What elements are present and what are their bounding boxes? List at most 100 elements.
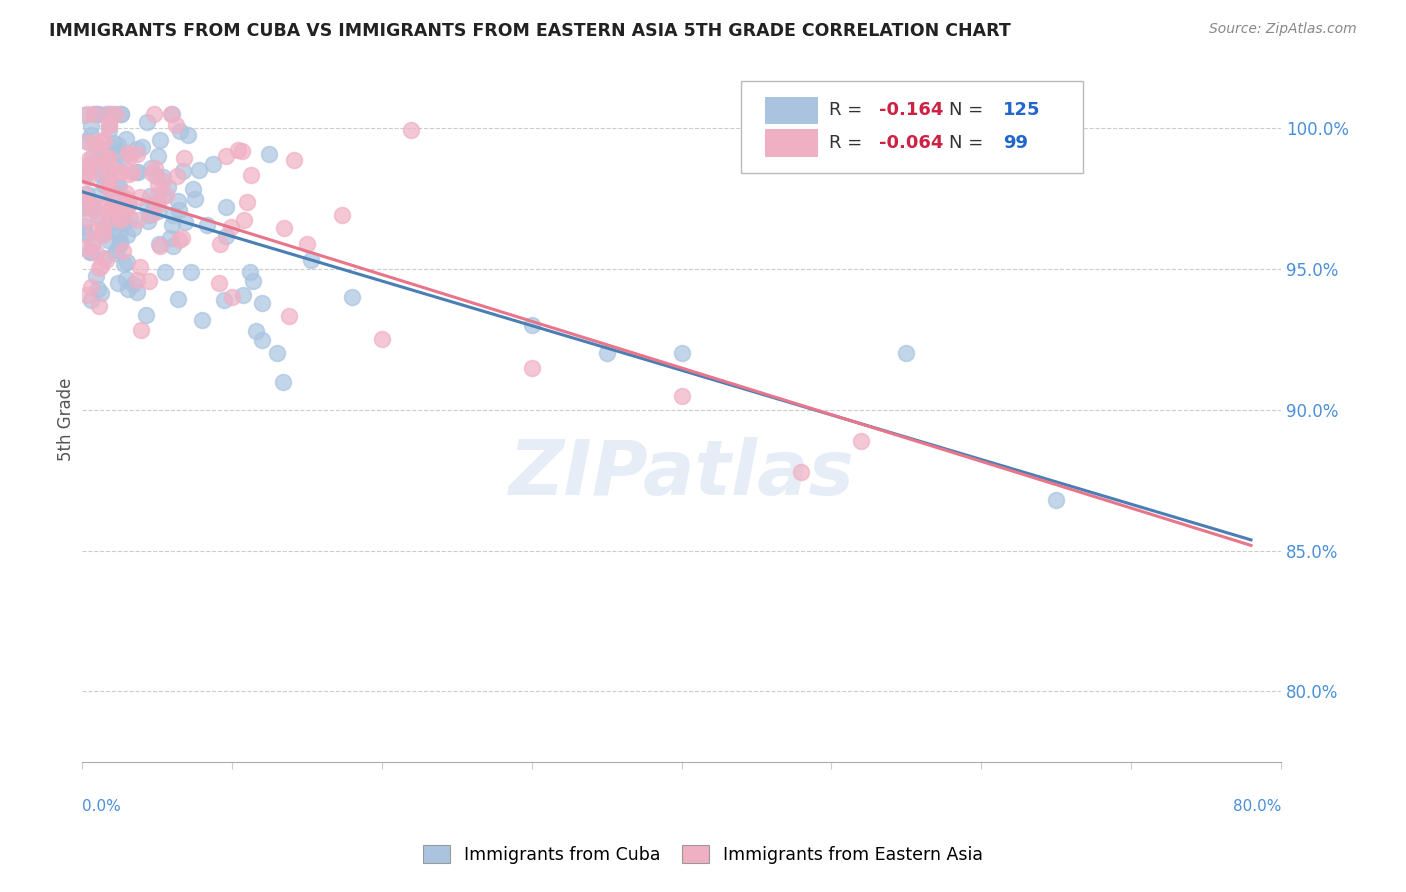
Point: [226, 144, 249, 158]
Point: [75, 211, 97, 225]
Point: [127, 142, 149, 156]
Point: [155, 188, 177, 202]
Point: [103, 107, 125, 121]
Point: [212, 293, 235, 307]
Point: [72, 202, 94, 216]
Point: [187, 162, 209, 177]
Legend: Immigrants from Cuba, Immigrants from Eastern Asia: Immigrants from Cuba, Immigrants from Ea…: [413, 837, 993, 872]
Point: [75, 195, 97, 210]
FancyBboxPatch shape: [765, 96, 818, 124]
Point: [142, 107, 165, 121]
Point: [83, 107, 105, 121]
Text: N =: N =: [949, 102, 988, 120]
Point: [86, 163, 108, 178]
Point: [127, 147, 149, 161]
Point: [115, 255, 138, 269]
Point: [166, 194, 188, 209]
Point: [273, 221, 295, 235]
Point: [239, 265, 262, 279]
Point: [112, 150, 135, 164]
Point: [76, 186, 98, 201]
Point: [108, 225, 131, 239]
Point: [160, 107, 183, 121]
Point: [83, 107, 105, 121]
Point: [79, 245, 101, 260]
Point: [80, 293, 103, 307]
Point: [250, 333, 273, 347]
Point: [107, 276, 129, 290]
Point: [125, 285, 148, 299]
Point: [118, 149, 141, 163]
Point: [129, 190, 152, 204]
Point: [75, 225, 97, 239]
Point: [107, 180, 129, 194]
Point: [89, 300, 111, 314]
Point: [125, 165, 148, 179]
Point: [118, 195, 141, 210]
Point: [118, 167, 141, 181]
Point: [135, 201, 157, 215]
Point: [149, 133, 172, 147]
Point: [145, 169, 167, 183]
Point: [143, 161, 166, 176]
Point: [93, 133, 115, 147]
Point: [76, 169, 98, 184]
Point: [162, 208, 184, 222]
Point: [141, 207, 163, 221]
Point: [111, 213, 134, 227]
Point: [73, 160, 96, 174]
Point: [295, 236, 318, 251]
Point: [86, 107, 108, 121]
Point: [77, 194, 100, 209]
Point: [152, 174, 174, 188]
Point: [84, 136, 107, 150]
Point: [100, 199, 122, 213]
Point: [93, 252, 115, 266]
Point: [520, 318, 543, 333]
Point: [209, 237, 232, 252]
Point: [108, 238, 131, 252]
Point: [299, 252, 322, 267]
Point: [135, 309, 157, 323]
Point: [167, 233, 190, 247]
Point: [170, 231, 193, 245]
Point: [77, 152, 100, 166]
Point: [89, 142, 111, 156]
Point: [108, 145, 131, 159]
Point: [117, 192, 139, 206]
Point: [139, 188, 162, 202]
Point: [177, 128, 200, 142]
Point: [104, 186, 127, 201]
Point: [93, 178, 115, 192]
Point: [93, 145, 115, 160]
Point: [94, 252, 117, 267]
Point: [271, 376, 294, 390]
Point: [90, 214, 112, 228]
Point: [138, 274, 160, 288]
Point: [131, 140, 153, 154]
Point: [96, 153, 118, 168]
Point: [73, 186, 96, 201]
Point: [90, 285, 112, 300]
Point: [97, 213, 120, 227]
Point: [121, 164, 143, 178]
Point: [98, 151, 121, 165]
Text: -0.164: -0.164: [879, 102, 943, 120]
Point: [215, 229, 238, 244]
Point: [145, 188, 167, 202]
Point: [240, 169, 263, 183]
Point: [231, 145, 253, 159]
Point: [162, 107, 184, 121]
Point: [94, 107, 117, 121]
Point: [283, 153, 305, 167]
Point: [165, 118, 187, 132]
Point: [148, 178, 170, 192]
Text: 80.0%: 80.0%: [1233, 799, 1281, 814]
Point: [127, 165, 149, 179]
Point: [219, 220, 242, 235]
Point: [115, 227, 138, 242]
Point: [82, 197, 104, 211]
Point: [91, 228, 114, 243]
Point: [84, 245, 107, 260]
Point: [90, 161, 112, 176]
